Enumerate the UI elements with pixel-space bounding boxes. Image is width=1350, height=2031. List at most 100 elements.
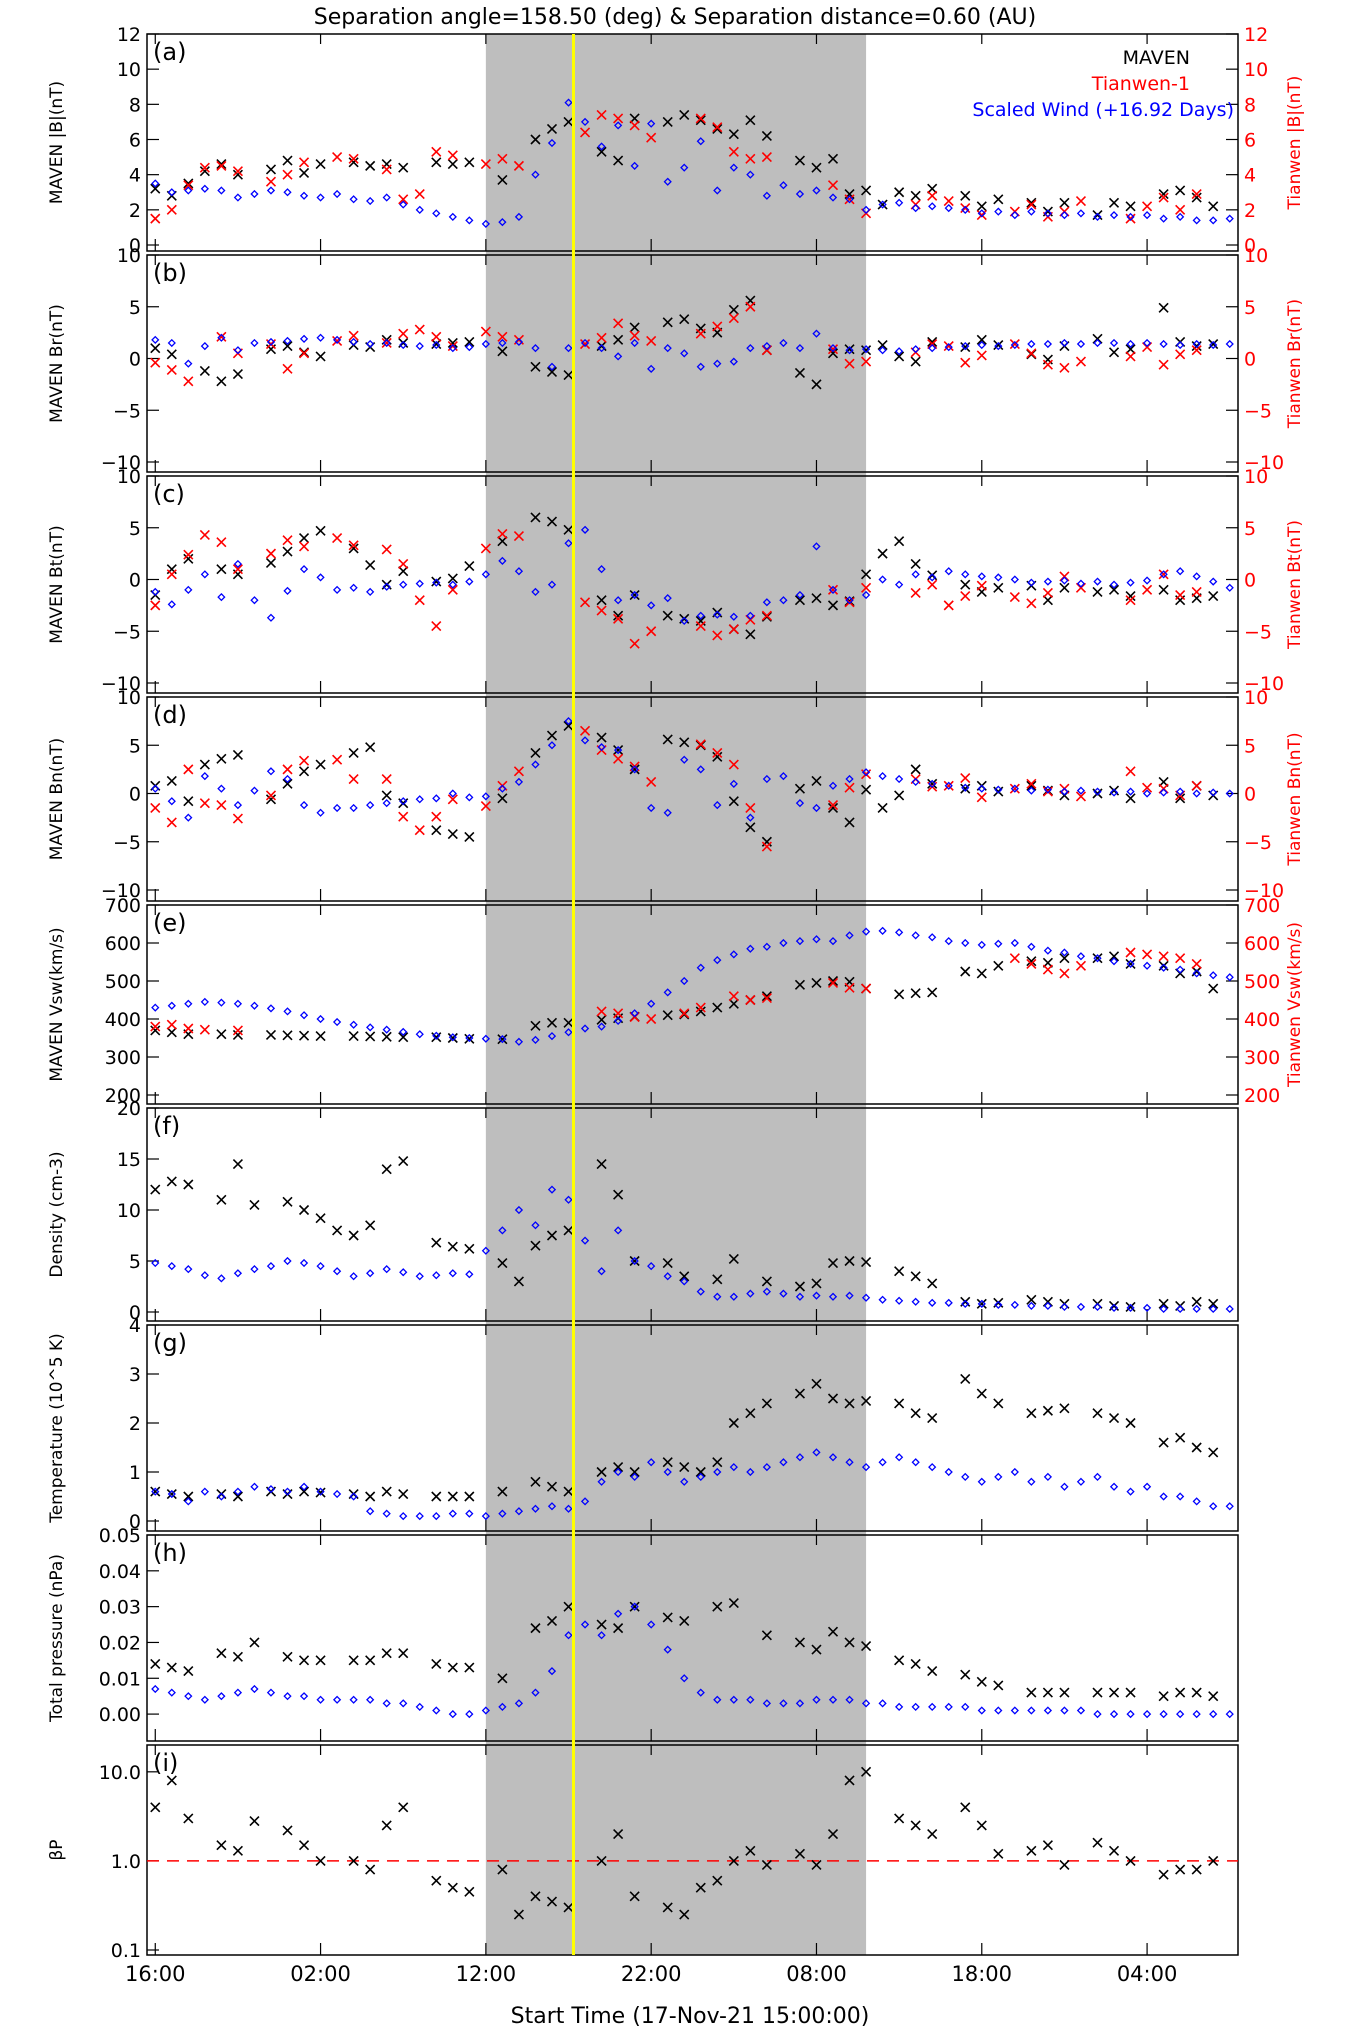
wind-point (547, 741, 557, 750)
maven-point (712, 1601, 723, 1612)
wind-point (696, 362, 705, 371)
wind-point (746, 344, 755, 353)
tianwen-point (265, 338, 277, 350)
wind-point (713, 186, 722, 195)
maven-point (464, 1033, 475, 1044)
maven-point (530, 1020, 541, 1031)
maven-point (728, 998, 739, 1009)
tianwen-point (1142, 201, 1153, 212)
wind-point (663, 344, 672, 353)
wind-point (828, 585, 838, 594)
tianwen-point (282, 535, 293, 546)
wind-point (564, 344, 573, 353)
y-tick-label: 0.02 (99, 1632, 141, 1654)
wind-point (1192, 216, 1201, 225)
maven-point (282, 155, 293, 166)
maven-point (298, 766, 310, 777)
maven-point (1108, 1687, 1120, 1698)
right-y-tick-label: 2 (1244, 200, 1256, 222)
right-y-tick-label: 5 (1244, 735, 1256, 757)
panel-label: (d) (153, 701, 187, 729)
maven-point (166, 1176, 177, 1187)
maven-point (563, 720, 574, 732)
tianwen-point (712, 321, 723, 332)
wind-point (746, 1289, 755, 1298)
maven-point (1158, 1437, 1169, 1448)
tianwen-point (1175, 953, 1186, 964)
panel-label: (a) (153, 38, 186, 66)
right-y-tick-label: 12 (1244, 24, 1268, 46)
wind-point (696, 1472, 705, 1482)
wind-point (1126, 339, 1135, 349)
wind-point (332, 1489, 342, 1499)
wind-point (977, 340, 986, 350)
wind-point (415, 1272, 424, 1281)
maven-point (150, 1486, 161, 1497)
maven-point (1191, 1296, 1202, 1307)
wind-point (746, 170, 755, 179)
tianwen-point (1191, 780, 1202, 791)
wind-point (613, 352, 623, 361)
y-tick-label: 0.00 (99, 1704, 141, 1726)
wind-point (895, 347, 904, 356)
maven-point (910, 1658, 921, 1670)
wind-point (531, 170, 540, 179)
tianwen-point (282, 764, 293, 775)
wind-point (795, 1453, 805, 1462)
wind-point (399, 1699, 408, 1708)
maven-point (761, 991, 772, 1002)
wind-point (233, 346, 243, 355)
right-y-tick-label: 300 (1244, 1047, 1280, 1069)
maven-point (679, 1462, 690, 1473)
wind-point (1093, 212, 1102, 221)
y-tick-label: 10 (117, 245, 141, 267)
maven-point (183, 553, 194, 564)
wind-point (795, 936, 805, 946)
wind-point (597, 344, 606, 353)
wind-point (994, 1300, 1003, 1309)
maven-point (927, 1666, 938, 1677)
panel-label: (e) (153, 909, 187, 937)
wind-point (531, 1221, 540, 1230)
tianwen-point (943, 341, 954, 352)
maven-point (794, 1388, 806, 1399)
wind-point (613, 1226, 623, 1235)
wind-point (167, 1489, 176, 1499)
wind-point (1060, 1706, 1069, 1715)
maven-point (827, 1393, 839, 1404)
wind-point (1192, 1497, 1201, 1506)
tianwen-point (844, 782, 855, 793)
tianwen-point (728, 313, 739, 324)
wind-point (911, 203, 920, 213)
maven-point (811, 379, 822, 390)
maven-point (232, 1845, 243, 1856)
maven-point (596, 1159, 607, 1170)
wind-point (1043, 1706, 1053, 1715)
maven-point (431, 1491, 442, 1502)
wind-point (299, 1011, 309, 1020)
wind-point (1142, 1709, 1152, 1719)
right-y-tick-label: 5 (1244, 518, 1256, 540)
wind-point (217, 1274, 226, 1283)
maven-point (546, 123, 558, 135)
wind-point (944, 1467, 953, 1477)
tianwen-point (728, 991, 739, 1002)
wind-point (696, 963, 705, 972)
wind-point (1225, 583, 1234, 592)
maven-point (1059, 197, 1070, 208)
maven-point (183, 796, 194, 807)
maven-point (712, 1002, 723, 1013)
maven-point (315, 1031, 326, 1042)
wind-point (266, 1688, 276, 1697)
right-y-tick-label: 6 (1244, 130, 1256, 152)
wind-point (564, 717, 573, 726)
wind-point (1209, 1502, 1218, 1511)
wind-point (911, 570, 920, 579)
panel-frame (146, 1107, 1239, 1322)
maven-point (960, 579, 971, 590)
tianwen-point (216, 331, 227, 342)
maven-point (232, 1159, 243, 1170)
wind-point (465, 342, 474, 352)
tianwen-point (613, 318, 624, 329)
maven-point (1125, 793, 1136, 804)
